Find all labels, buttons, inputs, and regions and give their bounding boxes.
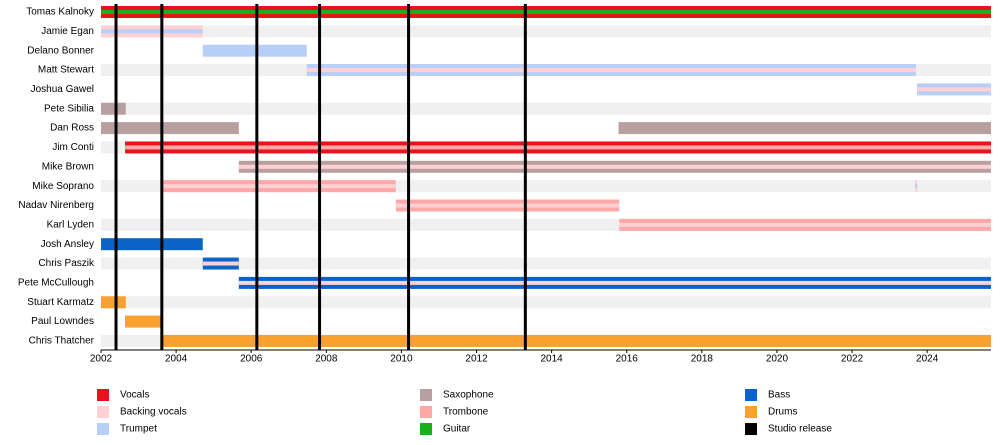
role-stripe bbox=[125, 145, 991, 150]
member-label: Tomas Kalnoky bbox=[26, 7, 94, 18]
x-tick-label: 2012 bbox=[465, 354, 488, 365]
role-stripe bbox=[306, 68, 916, 73]
member-label: Matt Stewart bbox=[38, 65, 94, 76]
x-tick-label: 2022 bbox=[841, 354, 864, 365]
member-bar bbox=[125, 315, 162, 328]
legend-label: Studio release bbox=[768, 424, 832, 435]
role-stripe bbox=[238, 164, 991, 169]
role-stripe bbox=[101, 10, 991, 14]
role-stripe bbox=[161, 184, 396, 189]
role-stripe bbox=[101, 29, 203, 34]
member-label: Joshua Gawel bbox=[31, 84, 94, 95]
member-bar bbox=[101, 122, 239, 135]
member-label: Nadav Nirenberg bbox=[18, 200, 94, 211]
role-stripe bbox=[619, 222, 991, 227]
x-tick-label: 2020 bbox=[766, 354, 789, 365]
member-label: Pete McCullough bbox=[18, 278, 94, 289]
member-label: Stuart Karmatz bbox=[27, 297, 94, 308]
x-tick-label: 2002 bbox=[90, 354, 113, 365]
legend-label: Backing vocals bbox=[120, 407, 187, 418]
legend-swatch bbox=[745, 423, 757, 435]
legend-swatch bbox=[745, 389, 757, 401]
member-bar bbox=[101, 238, 203, 251]
role-stripe bbox=[202, 261, 239, 266]
member-label: Paul Lowndes bbox=[31, 316, 94, 327]
row-band bbox=[101, 102, 991, 115]
member-bar bbox=[618, 122, 991, 135]
member-label: Jim Conti bbox=[52, 142, 94, 153]
x-tick-label: 2008 bbox=[315, 354, 338, 365]
member-bar bbox=[202, 44, 307, 57]
legend-label: Trombone bbox=[443, 407, 489, 418]
member-label: Dan Ross bbox=[50, 123, 94, 134]
legend-label: Saxophone bbox=[443, 390, 494, 401]
member-label: Chris Thatcher bbox=[29, 336, 95, 347]
member-bar bbox=[161, 334, 991, 347]
legend-label: Trumpet bbox=[120, 424, 157, 435]
role-stripe bbox=[238, 280, 991, 285]
member-label: Josh Ansley bbox=[41, 239, 94, 250]
x-tick-label: 2004 bbox=[165, 354, 188, 365]
role-stripe bbox=[915, 184, 918, 189]
member-label: Chris Paszik bbox=[38, 258, 95, 269]
x-tick-label: 2024 bbox=[916, 354, 939, 365]
row-band bbox=[101, 257, 991, 270]
legend-label: Drums bbox=[768, 407, 797, 418]
role-stripe bbox=[917, 87, 991, 92]
member-label: Karl Lyden bbox=[47, 219, 94, 230]
x-tick-label: 2014 bbox=[541, 354, 564, 365]
legend-swatch bbox=[420, 406, 432, 418]
legend-label: Bass bbox=[768, 390, 790, 401]
x-tick-label: 2010 bbox=[390, 354, 413, 365]
x-tick-label: 2016 bbox=[616, 354, 639, 365]
x-tick-label: 2018 bbox=[691, 354, 714, 365]
row-band bbox=[101, 296, 991, 309]
member-bar bbox=[101, 296, 126, 309]
member-label: Mike Soprano bbox=[32, 181, 94, 192]
x-tick-label: 2006 bbox=[240, 354, 263, 365]
legend-swatch bbox=[420, 423, 432, 435]
row-band bbox=[101, 25, 991, 38]
legend-swatch bbox=[97, 389, 109, 401]
legend-label: Vocals bbox=[120, 390, 149, 401]
legend-label: Guitar bbox=[443, 424, 471, 435]
legend-swatch bbox=[420, 389, 432, 401]
member-label: Delano Bonner bbox=[27, 45, 94, 56]
member-label: Mike Brown bbox=[42, 161, 94, 172]
legend-swatch bbox=[97, 406, 109, 418]
member-bar bbox=[101, 102, 126, 115]
member-label: Jamie Egan bbox=[41, 26, 94, 37]
role-stripe bbox=[395, 203, 620, 208]
legend-swatch bbox=[745, 406, 757, 418]
member-label: Pete Sibilia bbox=[44, 103, 94, 114]
legend-swatch bbox=[97, 423, 109, 435]
